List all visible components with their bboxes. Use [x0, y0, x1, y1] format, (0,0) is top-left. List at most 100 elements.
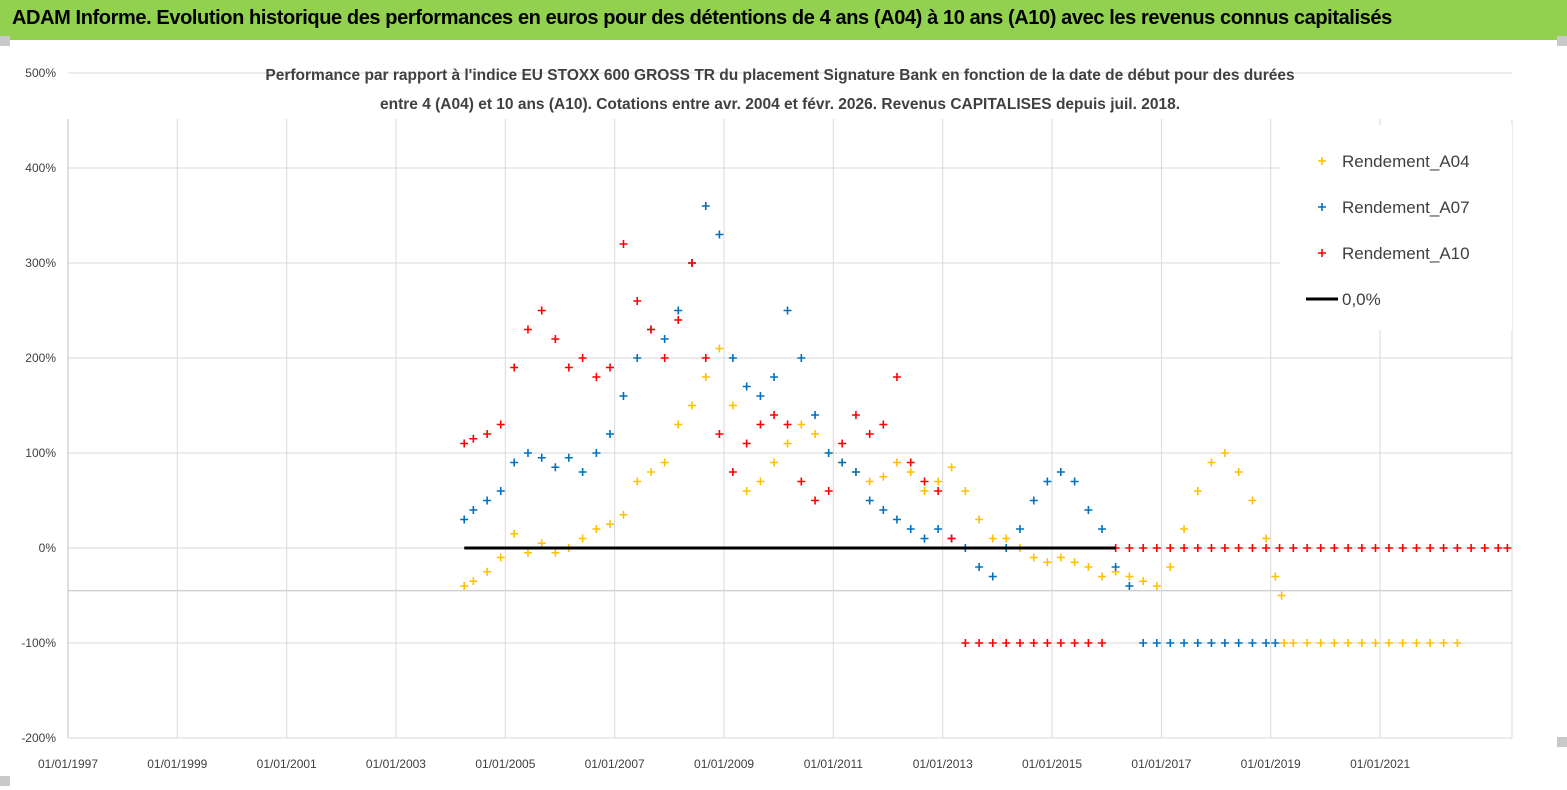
data-point-rendement_a10	[564, 363, 573, 372]
data-point-rendement_a04	[728, 401, 737, 410]
legend: Rendement_A04 Rendement_A07 Rendement_A10 0…	[1280, 125, 1512, 330]
data-point-rendement_a04	[510, 529, 519, 538]
data-point-rendement_a07	[797, 354, 806, 362]
data-point-rendement_a07	[865, 496, 874, 505]
data-point-rendement_a10	[770, 411, 779, 419]
data-point-rendement_a10	[1371, 544, 1380, 552]
data-point-rendement_a10	[606, 363, 615, 372]
y-axis: 500% 400% 300% 200% 100% 0% -100% -200%	[21, 66, 56, 745]
data-point-rendement_a04	[1439, 639, 1448, 647]
data-point-rendement_a10	[715, 430, 724, 438]
data-point-rendement_a04	[892, 458, 901, 467]
data-point-rendement_a07	[783, 306, 792, 315]
data-point-rendement_a07	[1056, 468, 1065, 476]
data-point-rendement_a04	[592, 525, 601, 533]
data-point-rendement_a04	[934, 477, 943, 486]
data-point-rendement_a04	[783, 439, 792, 448]
data-point-rendement_a04	[469, 577, 478, 586]
data-point-rendement_a10	[1412, 544, 1421, 552]
legend-label: Rendement_A07	[1342, 198, 1470, 217]
legend-marker	[1318, 203, 1326, 211]
chart-title-line-1: Performance par rapport à l'indice EU ST…	[265, 67, 1294, 84]
data-point-rendement_a04	[1384, 639, 1393, 647]
data-point-rendement_a07	[1166, 639, 1175, 647]
data-point-rendement_a07	[619, 392, 628, 400]
data-point-rendement_a10	[824, 487, 833, 495]
data-point-rendement_a10	[633, 297, 642, 305]
data-point-rendement_a07	[1043, 477, 1052, 486]
data-point-rendement_a07	[483, 496, 492, 505]
data-point-rendement_a10	[851, 411, 860, 419]
data-point-rendement_a10	[1289, 544, 1298, 552]
data-point-rendement_a10	[865, 430, 874, 438]
data-point-rendement_a10	[551, 335, 560, 343]
data-point-rendement_a07	[715, 230, 724, 239]
data-point-rendement_a10	[1480, 544, 1489, 552]
data-point-rendement_a10	[592, 373, 601, 381]
data-point-rendement_a04	[865, 477, 874, 486]
legend-label: Rendement_A10	[1342, 244, 1470, 263]
data-point-rendement_a10	[1384, 544, 1393, 552]
data-point-rendement_a10	[1043, 639, 1052, 647]
data-point-rendement_a07	[578, 468, 587, 476]
data-point-rendement_a10	[783, 420, 792, 429]
data-point-rendement_a10	[578, 354, 587, 362]
x-tick-label: 01/01/2003	[366, 757, 426, 771]
data-point-rendement_a07	[469, 506, 478, 514]
data-point-rendement_a10	[1494, 544, 1503, 552]
data-point-rendement_a10	[1453, 544, 1462, 552]
data-point-rendement_a07	[551, 463, 560, 472]
data-point-rendement_a07	[510, 458, 519, 467]
data-point-rendement_a04	[797, 420, 806, 429]
data-point-rendement_a07	[975, 563, 984, 571]
data-point-rendement_a04	[1262, 534, 1271, 543]
data-point-rendement_a10	[1125, 544, 1134, 552]
data-point-rendement_a10	[1084, 639, 1093, 647]
data-point-rendement_a04	[1125, 572, 1134, 581]
data-point-rendement_a04	[1248, 496, 1257, 505]
data-point-rendement_a04	[756, 477, 765, 486]
y-tick-label: 0%	[39, 541, 57, 555]
data-point-rendement_a04	[1357, 639, 1366, 647]
data-point-rendement_a10	[1098, 639, 1107, 647]
data-point-rendement_a07	[1152, 639, 1161, 647]
data-point-rendement_a04	[688, 401, 697, 410]
x-tick-label: 01/01/2015	[1022, 757, 1082, 771]
data-point-rendement_a10	[1166, 544, 1175, 552]
x-tick-label: 01/01/1999	[147, 757, 207, 771]
data-point-rendement_a04	[1180, 525, 1189, 533]
data-point-rendement_a04	[1098, 572, 1107, 581]
data-point-rendement_a10	[1344, 544, 1353, 552]
data-point-rendement_a07	[988, 572, 997, 581]
data-point-rendement_a04	[1412, 639, 1421, 647]
data-point-rendement_a07	[633, 354, 642, 362]
data-point-rendement_a07	[811, 411, 820, 419]
data-point-rendement_a10	[1029, 639, 1038, 647]
data-point-rendement_a10	[469, 434, 478, 443]
data-point-rendement_a10	[1234, 544, 1243, 552]
data-point-rendement_a07	[592, 449, 601, 457]
data-point-rendement_a04	[1234, 468, 1243, 476]
data-point-rendement_a04	[1070, 558, 1079, 567]
data-point-rendement_a04	[920, 487, 929, 495]
data-point-rendement_a07	[1111, 563, 1120, 571]
data-point-rendement_a07	[742, 382, 751, 391]
data-point-rendement_a10	[460, 439, 469, 448]
data-point-rendement_a04	[1344, 639, 1353, 647]
data-point-rendement_a04	[1139, 577, 1148, 586]
data-point-rendement_a10	[1248, 544, 1257, 552]
data-point-rendement_a07	[1125, 582, 1134, 590]
y-tick-label: -200%	[21, 731, 56, 745]
data-point-rendement_a04	[906, 468, 915, 476]
x-tick-label: 01/01/2017	[1131, 757, 1191, 771]
data-point-rendement_a07	[1271, 639, 1280, 647]
data-point-rendement_a04	[633, 477, 642, 486]
data-point-rendement_a10	[1207, 544, 1216, 552]
data-point-rendement_a04	[1193, 487, 1202, 495]
data-point-rendement_a04	[1277, 591, 1286, 600]
data-point-rendement_a07	[460, 515, 469, 524]
data-point-rendement_a10	[688, 259, 697, 267]
data-point-rendement_a04	[1271, 572, 1280, 581]
data-point-rendement_a04	[1166, 563, 1175, 571]
data-point-rendement_a10	[1056, 639, 1065, 647]
